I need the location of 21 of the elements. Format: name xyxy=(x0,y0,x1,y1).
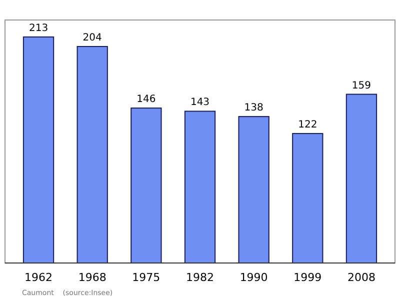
bar xyxy=(22,36,54,264)
data-label: 159 xyxy=(352,80,372,92)
x-tick-label: 2008 xyxy=(347,271,376,284)
bar xyxy=(130,108,162,264)
data-label: 204 xyxy=(82,32,102,44)
bar xyxy=(292,133,324,264)
data-label: 143 xyxy=(190,97,210,108)
data-label: 122 xyxy=(298,120,318,131)
x-tick-label: 1982 xyxy=(186,271,214,284)
x-tick-label: 1975 xyxy=(132,271,160,284)
x-tick-label: 1990 xyxy=(240,271,268,284)
bar xyxy=(238,116,270,264)
data-label: 146 xyxy=(136,94,156,106)
x-tick-label: 1968 xyxy=(78,271,106,284)
x-tick-label: 1999 xyxy=(294,271,322,284)
bar xyxy=(346,94,378,264)
x-tick-label: 1962 xyxy=(24,271,53,284)
data-label: 213 xyxy=(28,22,48,34)
data-label: 138 xyxy=(244,102,264,114)
bar xyxy=(184,110,216,264)
bar xyxy=(76,46,108,264)
